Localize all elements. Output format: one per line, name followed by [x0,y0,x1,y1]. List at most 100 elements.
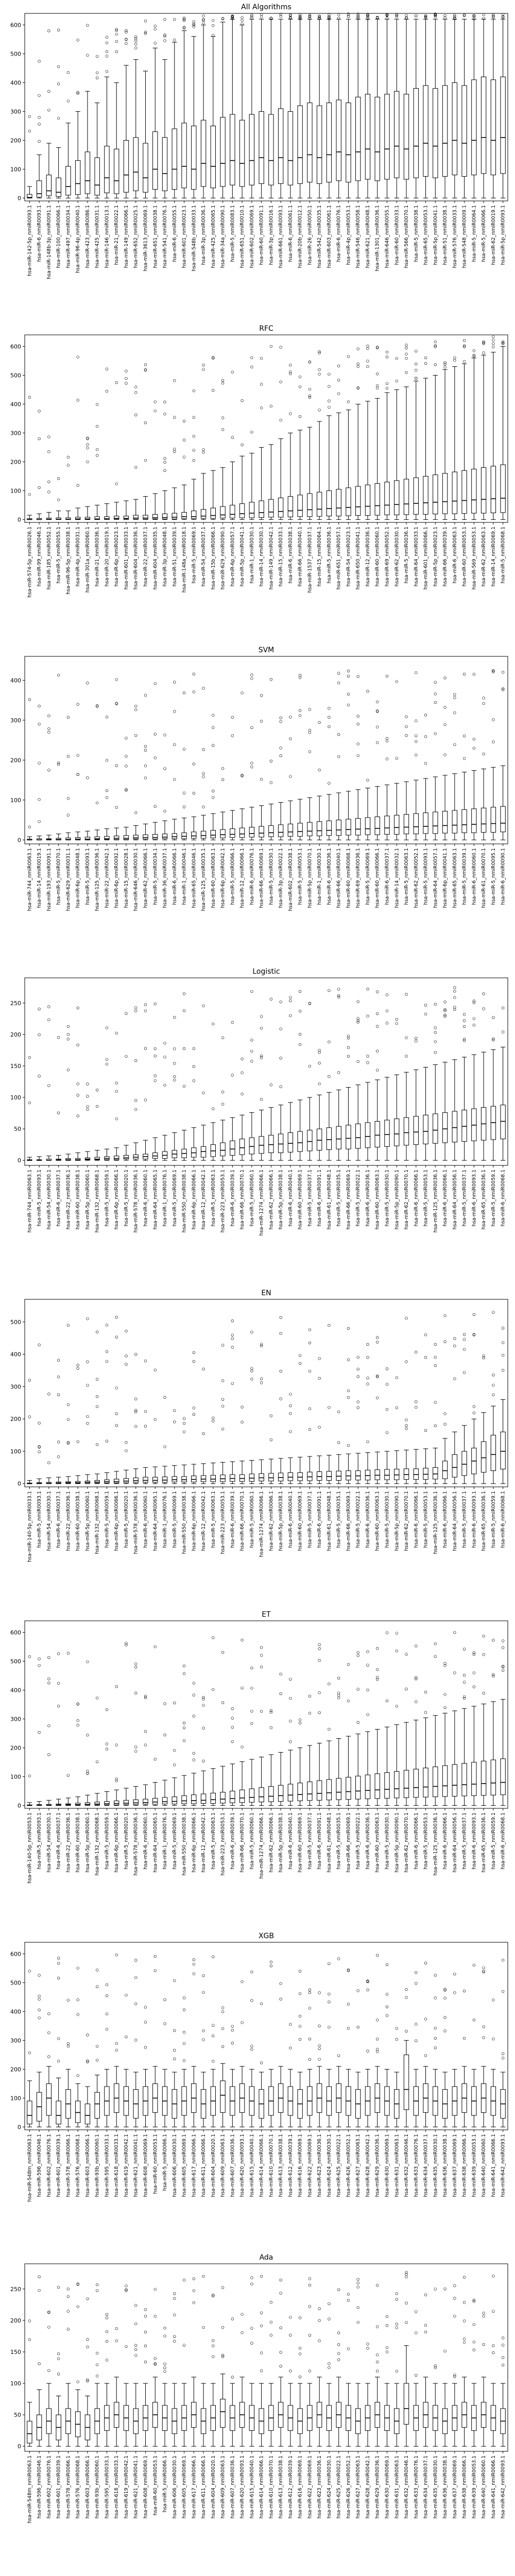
y-tick-label: 600 [10,22,21,28]
x-tick-label: hsa-miR-601_nmiR0039.1 [56,2134,62,2197]
outlier-point [453,1972,456,1976]
box-35 [355,347,361,520]
x-tick-label: hsa-miR-620_nmiR0093.1 [239,2134,245,2197]
iqr-box [452,810,458,834]
outlier-point [376,2369,379,2373]
iqr-box [239,1789,245,1803]
outlier-point [86,1317,89,1320]
outlier-point [366,347,369,350]
iqr-box [114,1479,119,1483]
box-10 [114,381,119,520]
outlier-point [405,14,408,17]
box-18 [191,1958,197,2127]
outlier-point [144,1009,147,1012]
box-4 [56,673,61,840]
outlier-point [192,1360,195,1363]
x-tick-label: hsa-miR-569_nmiR0053.1 [471,527,477,589]
box-21 [220,379,226,520]
outlier-point [462,1371,466,1374]
outlier-point [38,1445,41,1448]
outlier-point [482,1007,485,1010]
outlier-point [415,740,418,743]
outlier-point [47,90,50,93]
box-12 [133,1662,139,1806]
outlier-point [415,753,418,757]
outlier-point [76,2305,79,2308]
outlier-point [182,1739,186,1742]
x-tick-label: hsa-miR-642_nmiR0093.1 [501,2134,506,2197]
box-2 [36,410,42,520]
outlier-point [260,1710,263,1713]
x-tick-label: hsa-miR-576_nmiR0068.1 [75,2134,81,2197]
outlier-point [482,1970,485,1974]
iqr-box [191,1476,197,1483]
box-37 [374,2284,380,2447]
outlier-point [376,1954,379,1957]
outlier-point [76,1719,79,1722]
outlier-point [415,1645,418,1648]
iqr-box [210,1475,216,1482]
outlier-point [269,759,273,762]
iqr-box [191,511,197,519]
outlier-point [405,344,408,347]
outlier-point [125,42,128,45]
outlier-point [182,438,186,442]
outlier-point [192,791,195,795]
iqr-box [46,2083,52,2116]
box-7 [84,24,91,198]
x-tick-label: hsa-miR-6p_nmiR0066.1 [114,1491,119,1551]
iqr-box [75,1803,81,1806]
x-tick-label: hsa-miR-618_nmiR0033.1 [114,2134,119,2197]
box-30 [307,2277,313,2447]
outlier-point [192,1682,195,1685]
outlier-point [202,1367,205,1371]
x-tick-label: hsa-miR-223_nmiR0053.1 [220,1491,226,1554]
iqr-box [442,1461,448,1479]
x-tick-label: hsa-miR-632_nmiR0046.1 [404,2134,409,2197]
iqr-box [200,120,207,187]
outlier-point [492,338,495,342]
iqr-box [413,88,419,178]
x-tick-label: hsa-miR-578_nmiR0066.1 [65,2455,71,2518]
box-15 [162,733,168,840]
x-tick-label: hsa-miR-6_nmiR0038.1 [288,527,294,583]
x-tick-label: hsa-miR-6_nmiR0066.1 [414,1812,419,1869]
x-tick-label: hsa-miR-6_nmiR0066.1 [442,1491,448,1548]
outlier-point [182,16,186,20]
outlier-point [76,1702,79,1706]
outlier-point [192,20,195,23]
outlier-point [347,674,350,678]
iqr-box [471,808,477,833]
outlier-point [115,28,118,31]
box-2 [36,1657,42,1806]
x-tick-label: hsa-miR-625_nmiR0022.1 [336,2455,342,2518]
outlier-point [337,681,340,685]
outlier-point [356,1355,359,1359]
outlier-point [462,1648,466,1651]
outlier-point [212,1022,215,1026]
outlier-point [443,1706,447,1709]
iqr-box [152,1477,158,1483]
outlier-point [501,15,505,19]
iqr-box [413,1116,419,1145]
box-36 [365,1650,371,1806]
iqr-box [210,830,216,838]
outlier-point [231,1717,234,1720]
outlier-point [38,123,41,126]
y-tick-label: 400 [10,677,21,684]
iqr-box [84,151,91,194]
outlier-point [38,437,41,440]
outlier-point [86,443,89,446]
outlier-point [192,1693,195,1697]
outlier-point [86,446,89,450]
outlier-point [66,1440,70,1444]
outlier-point [250,1060,253,1063]
box-25 [259,1646,264,1806]
outlier-point [66,1403,70,1406]
box-27 [278,12,284,198]
y-tick-label: 600 [10,1629,21,1636]
outlier-point [221,2045,225,2048]
outlier-point [38,2362,41,2365]
outlier-point [202,2275,205,2278]
x-tick-label: hsa-miR-611_nmiR0066.1 [201,2455,207,2518]
